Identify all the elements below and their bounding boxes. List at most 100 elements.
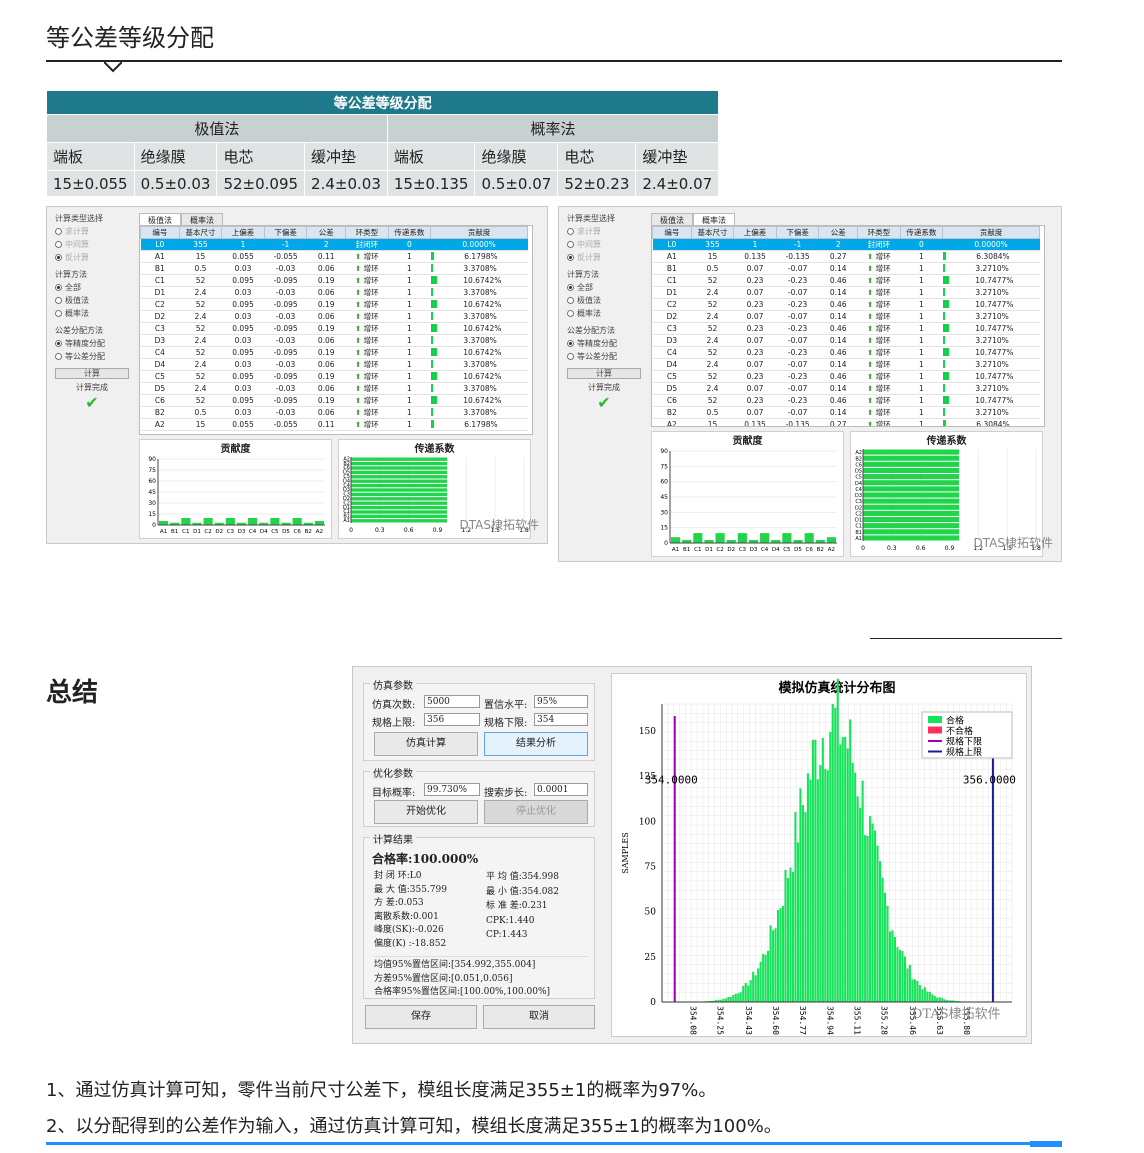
grid-cell: 0.23 [733, 322, 777, 335]
chart-bar [863, 516, 960, 523]
method-radio[interactable]: 全部 [55, 282, 129, 293]
table-row[interactable]: C1 52 0.23 -0.23 0.46 ⬆ 增环 1 10.7477% [652, 274, 1040, 287]
table-row[interactable]: D2 2.4 0.07 -0.07 0.14 ⬆ 增环 1 3.2710% [652, 310, 1040, 323]
simulate-button[interactable]: 仿真计算 [374, 732, 478, 756]
calc-type-radio[interactable]: 求计算 [567, 226, 641, 237]
cancel-button[interactable]: 取消 [483, 1005, 595, 1029]
hist-bar [856, 796, 859, 1002]
grid-col-header[interactable]: 公差 [306, 226, 347, 239]
table-row[interactable]: L0 355 1 -1 2 封闭环 0 0.0000% [652, 238, 1040, 251]
table-row[interactable]: D5 2.4 0.03 -0.03 0.06 ⬆ 增环 1 3.3708% [140, 382, 528, 395]
table-row[interactable]: D4 2.4 0.07 -0.07 0.14 ⬆ 增环 1 3.2710% [652, 358, 1040, 371]
grid-cell: 1 [900, 394, 943, 407]
table-row[interactable]: B1 0.5 0.03 -0.03 0.06 ⬆ 增环 1 3.3708% [140, 262, 528, 275]
hist-bar [742, 985, 745, 1002]
alloc-radio[interactable]: 等精度分配 [567, 338, 641, 349]
upper-input[interactable]: 356 [424, 713, 480, 726]
calc-type-radio[interactable]: 求计算 [55, 226, 129, 237]
method-radio[interactable]: 概率法 [567, 308, 641, 319]
table-row[interactable]: B2 0.5 0.07 -0.07 0.14 ⬆ 增环 1 3.2710% [652, 406, 1040, 419]
hist-bar [831, 703, 834, 1002]
hist-bar [866, 835, 869, 1002]
grid-cell: 1 [388, 382, 431, 395]
table-row[interactable]: C6 52 0.095 -0.095 0.19 ⬆ 增环 1 10.6742% [140, 394, 528, 407]
alloc-group: 公差分配方法 等精度分配 等公差分配 [55, 325, 129, 362]
grid-col-header[interactable]: 基本尺寸 [178, 226, 223, 239]
table-row[interactable]: C3 52 0.095 -0.095 0.19 ⬆ 增环 1 10.6742% [140, 322, 528, 335]
chart-bar [804, 533, 814, 543]
grid-cell: 355 [691, 238, 734, 251]
grid-col-header[interactable]: 基本尺寸 [690, 226, 735, 239]
table-row[interactable]: D2 2.4 0.03 -0.03 0.06 ⬆ 增环 1 3.3708% [140, 310, 528, 323]
table-row[interactable]: C4 52 0.23 -0.23 0.46 ⬆ 增环 1 10.7477% [652, 346, 1040, 359]
save-button[interactable]: 保存 [365, 1005, 477, 1029]
calc-type-radio[interactable]: 反计算 [55, 252, 129, 263]
table-row[interactable]: D1 2.4 0.07 -0.07 0.14 ⬆ 增环 1 3.2710% [652, 286, 1040, 299]
grid-col-header[interactable]: 传递系数 [387, 226, 432, 239]
tab[interactable]: 极值法 [139, 213, 181, 227]
grid-col-header[interactable]: 下偏差 [775, 226, 820, 239]
stop-opt-button[interactable]: 停止优化 [484, 800, 588, 824]
table-row[interactable]: A2 15 0.055 -0.055 0.11 ⬆ 增环 1 6.1798% [140, 418, 528, 431]
table-row[interactable]: D3 2.4 0.07 -0.07 0.14 ⬆ 增环 1 3.2710% [652, 334, 1040, 347]
method-radio[interactable]: 极值法 [55, 295, 129, 306]
grid-col-header[interactable]: 传递系数 [899, 226, 944, 239]
table-row[interactable]: A1 15 0.135 -0.135 0.27 ⬆ 增环 1 6.3084% [652, 250, 1040, 263]
table-row[interactable]: C6 52 0.23 -0.23 0.46 ⬆ 增环 1 10.7477% [652, 394, 1040, 407]
tab[interactable]: 概率法 [181, 213, 223, 227]
calc-type-radio[interactable]: 中间算 [55, 239, 129, 250]
table-row[interactable]: B2 0.5 0.03 -0.03 0.06 ⬆ 增环 1 3.3708% [140, 406, 528, 419]
x-tick: D4 [260, 529, 268, 535]
table-row[interactable]: C5 52 0.095 -0.095 0.19 ⬆ 增环 1 10.6742% [140, 370, 528, 383]
calc-button[interactable]: 计算 [55, 368, 129, 379]
grid-col-header[interactable]: 编号 [652, 226, 692, 239]
grid-col-header[interactable]: 编号 [140, 226, 180, 239]
grid-cell: B2 [652, 406, 692, 419]
alloc-radio[interactable]: 等精度分配 [55, 338, 129, 349]
grid-col-header[interactable]: 下偏差 [263, 226, 308, 239]
table-row[interactable]: C5 52 0.23 -0.23 0.46 ⬆ 增环 1 10.7477% [652, 370, 1040, 383]
lower-input[interactable]: 354 [534, 713, 588, 726]
grid-col-header[interactable]: 贡献度 [430, 226, 528, 239]
grid-col-header[interactable]: 公差 [818, 226, 859, 239]
target-spinbox[interactable]: 99.730% [424, 783, 480, 796]
conf-select[interactable]: 95% [534, 695, 588, 708]
step-spinbox[interactable]: 0.0001 [534, 783, 588, 796]
table-row[interactable]: L0 355 1 -1 2 封闭环 0 0.0000% [140, 238, 528, 251]
table-row[interactable]: A1 15 0.055 -0.055 0.11 ⬆ 增环 1 6.1798% [140, 250, 528, 263]
table-row[interactable]: D4 2.4 0.03 -0.03 0.06 ⬆ 增环 1 3.3708% [140, 358, 528, 371]
table-row[interactable]: C4 52 0.095 -0.095 0.19 ⬆ 增环 1 10.6742% [140, 346, 528, 359]
table-row[interactable]: A2 15 0.135 -0.135 0.27 ⬆ 增环 1 6.3084% [652, 418, 1040, 426]
alloc-radio[interactable]: 等公差分配 [55, 351, 129, 362]
table-row[interactable]: C1 52 0.095 -0.095 0.19 ⬆ 增环 1 10.6742% [140, 274, 528, 287]
grid-col-header[interactable]: 上偏差 [733, 226, 777, 239]
tab[interactable]: 概率法 [693, 213, 735, 227]
table-row[interactable]: C2 52 0.095 -0.095 0.19 ⬆ 增环 1 10.6742% [140, 298, 528, 311]
stats-right: 平 均 值:354.998 最 小 值:354.082 标 准 差:0.231 CPK… [486, 870, 559, 943]
table-row[interactable]: C3 52 0.23 -0.23 0.46 ⬆ 增环 1 10.7477% [652, 322, 1040, 335]
count-spinbox[interactable]: 5000 [424, 695, 480, 708]
grid-col-header[interactable]: 贡献度 [942, 226, 1040, 239]
up-arrow-icon: ⬆ [355, 252, 362, 261]
grid-col-header[interactable]: 环类型 [345, 226, 389, 239]
alloc-radio[interactable]: 等公差分配 [567, 351, 641, 362]
grid-cell: 0.5 [691, 406, 734, 419]
table-row[interactable]: D3 2.4 0.03 -0.03 0.06 ⬆ 增环 1 3.3708% [140, 334, 528, 347]
table-row[interactable]: D1 2.4 0.03 -0.03 0.06 ⬆ 增环 1 3.3708% [140, 286, 528, 299]
analyze-button[interactable]: 结果分析 [484, 732, 588, 756]
start-opt-button[interactable]: 开始优化 [374, 800, 478, 824]
grid-col-header[interactable]: 环类型 [857, 226, 901, 239]
grid-cell: ⬆ 增环 [857, 346, 901, 359]
calc-button[interactable]: 计算 [567, 368, 641, 379]
method-radio[interactable]: 全部 [567, 282, 641, 293]
table-row[interactable]: B1 0.5 0.07 -0.07 0.14 ⬆ 增环 1 3.2710% [652, 262, 1040, 275]
calc-type-radio[interactable]: 中间算 [567, 239, 641, 250]
table-row[interactable]: D5 2.4 0.07 -0.07 0.14 ⬆ 增环 1 3.2710% [652, 382, 1040, 395]
contrib-bar [942, 276, 950, 284]
method-radio[interactable]: 概率法 [55, 308, 129, 319]
tab[interactable]: 极值法 [651, 213, 693, 227]
calc-type-radio[interactable]: 反计算 [567, 252, 641, 263]
table-row[interactable]: C2 52 0.23 -0.23 0.46 ⬆ 增环 1 10.7477% [652, 298, 1040, 311]
method-radio[interactable]: 极值法 [567, 295, 641, 306]
grid-col-header[interactable]: 上偏差 [221, 226, 265, 239]
